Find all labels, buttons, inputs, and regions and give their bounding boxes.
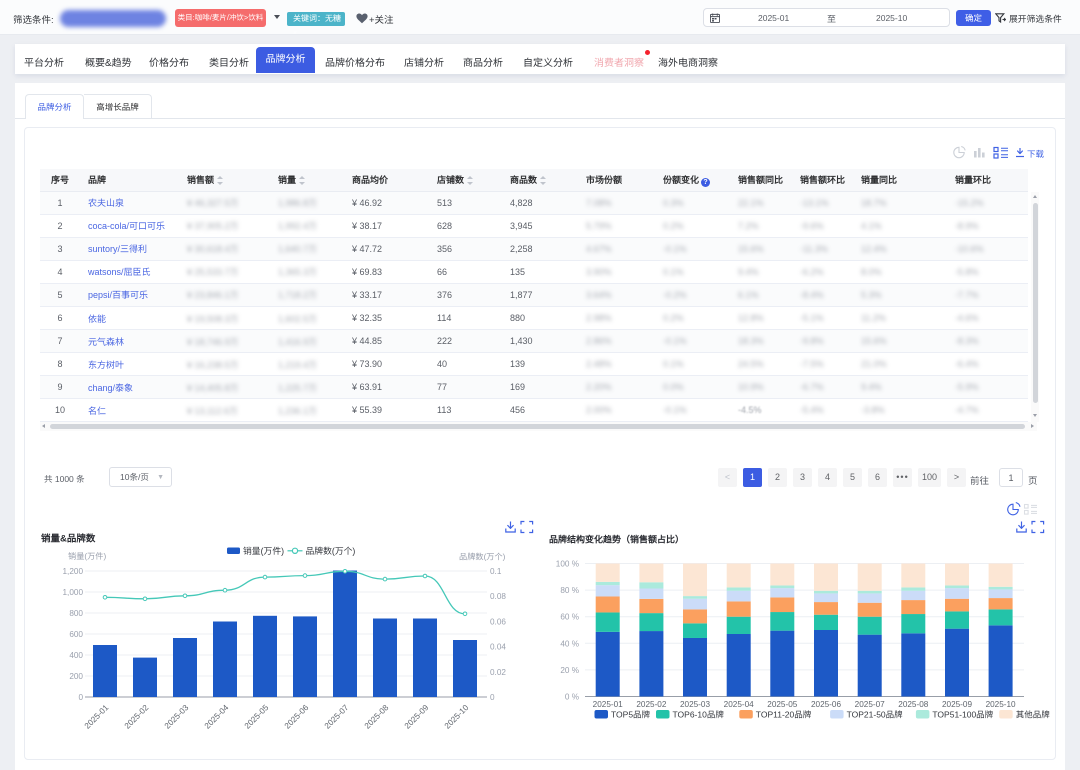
svg-text:0: 0 (78, 693, 83, 702)
svg-text:40 %: 40 % (560, 639, 579, 648)
svg-text:TOP11-20品牌: TOP11-20品牌 (756, 710, 812, 720)
svg-text:1,000: 1,000 (63, 588, 84, 597)
svg-text:其他品牌: 其他品牌 (1016, 710, 1051, 720)
svg-text:0.02: 0.02 (490, 668, 506, 677)
svg-text:0.06: 0.06 (490, 617, 506, 626)
svg-text:200: 200 (69, 672, 83, 681)
svg-text:2025-01: 2025-01 (83, 703, 111, 731)
svg-text:2025-02: 2025-02 (123, 703, 151, 731)
svg-text:2025-06: 2025-06 (283, 703, 311, 731)
svg-text:80 %: 80 % (560, 586, 579, 595)
svg-text:2025-08: 2025-08 (898, 700, 928, 709)
svg-text:销量&品牌数: 销量&品牌数 (41, 533, 96, 545)
svg-text:2025-09: 2025-09 (942, 700, 972, 709)
svg-text:品牌结构变化趋势（销售额占比）: 品牌结构变化趋势（销售额占比） (549, 535, 684, 545)
svg-text:TOP51-100品牌: TOP51-100品牌 (932, 710, 993, 720)
svg-text:0: 0 (490, 693, 495, 702)
svg-text:2025-03: 2025-03 (680, 700, 710, 709)
svg-text:2025-07: 2025-07 (855, 700, 885, 709)
svg-text:2025-05: 2025-05 (767, 700, 797, 709)
svg-text:TOP6-10品牌: TOP6-10品牌 (673, 710, 725, 720)
svg-text:100 %: 100 % (556, 560, 579, 569)
svg-text:TOP5品牌: TOP5品牌 (611, 710, 651, 720)
svg-text:2025-01: 2025-01 (593, 700, 623, 709)
svg-text:400: 400 (69, 651, 83, 660)
svg-text:0.1: 0.1 (490, 567, 502, 576)
svg-text:销量(万件): 销量(万件) (68, 552, 106, 561)
svg-text:2025-04: 2025-04 (203, 703, 231, 731)
svg-text:2025-07: 2025-07 (323, 703, 351, 731)
svg-text:TOP21-50品牌: TOP21-50品牌 (847, 710, 904, 720)
svg-text:2025-08: 2025-08 (363, 703, 391, 731)
svg-text:600: 600 (69, 630, 83, 639)
svg-text:2025-02: 2025-02 (636, 700, 666, 709)
svg-text:60 %: 60 % (560, 613, 579, 622)
svg-text:2025-06: 2025-06 (811, 700, 841, 709)
svg-text:销量(万件): 销量(万件) (243, 546, 284, 556)
svg-text:品牌数(万个): 品牌数(万个) (459, 553, 506, 562)
svg-text:2025-10: 2025-10 (986, 700, 1016, 709)
svg-text:2025-09: 2025-09 (403, 703, 431, 731)
svg-text:2025-05: 2025-05 (243, 703, 271, 731)
svg-text:1,200: 1,200 (63, 567, 84, 576)
svg-text:2025-10: 2025-10 (443, 703, 471, 731)
svg-text:0 %: 0 % (565, 693, 579, 702)
svg-text:品牌数(万个): 品牌数(万个) (306, 546, 356, 556)
svg-text:0.04: 0.04 (490, 643, 506, 652)
svg-text:800: 800 (69, 609, 83, 618)
svg-text:2025-04: 2025-04 (724, 700, 754, 709)
svg-text:0.08: 0.08 (490, 592, 506, 601)
svg-text:2025-03: 2025-03 (163, 703, 191, 731)
svg-text:20 %: 20 % (560, 666, 579, 675)
